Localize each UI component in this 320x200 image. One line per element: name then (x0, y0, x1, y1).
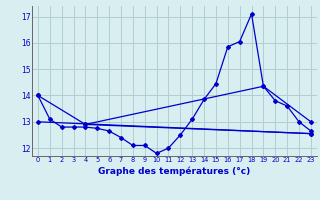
X-axis label: Graphe des températures (°c): Graphe des températures (°c) (98, 166, 251, 176)
